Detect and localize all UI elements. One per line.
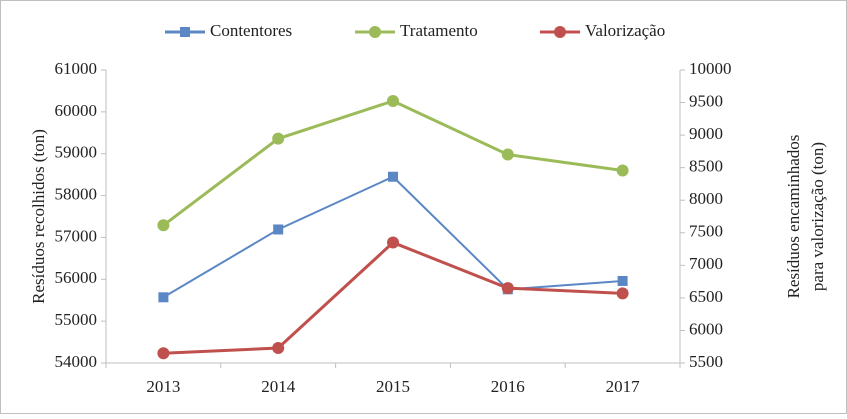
y2-tick-label: 8000 <box>689 189 723 208</box>
y-tick-label: 56000 <box>55 268 98 287</box>
data-point <box>388 171 398 182</box>
x-tick-label: 2016 <box>491 377 525 396</box>
y-tick-label: 59000 <box>55 143 98 162</box>
data-point <box>387 236 399 249</box>
data-point <box>272 342 285 355</box>
y-tick-label: 54000 <box>55 352 98 371</box>
data-point <box>501 148 514 161</box>
y2-axis-label: Resíduos encaminhados <box>784 135 803 299</box>
data-point <box>158 292 169 303</box>
data-point <box>501 282 514 295</box>
y2-tick-label: 5500 <box>689 352 723 371</box>
data-point <box>273 224 284 235</box>
data-point <box>617 275 628 286</box>
y2-tick-label: 10000 <box>689 59 732 78</box>
y2-tick-label: 8500 <box>689 157 723 176</box>
legend-label: Valorização <box>585 21 665 40</box>
data-point <box>387 94 399 107</box>
data-point <box>616 287 629 300</box>
y-tick-label: 57000 <box>55 226 98 245</box>
x-tick-label: 2013 <box>146 377 180 396</box>
data-point <box>157 219 170 232</box>
y2-axis-label: para valorização (ton) <box>808 142 827 291</box>
y2-tick-label: 6000 <box>689 319 723 338</box>
legend-marker <box>369 26 381 38</box>
y-axis-label: Resíduos recolhidos (ton) <box>29 129 48 304</box>
y2-tick-label: 9000 <box>689 124 723 143</box>
y-tick-label: 55000 <box>55 310 98 329</box>
legend-marker <box>180 27 190 37</box>
data-point <box>616 164 629 177</box>
y2-tick-label: 6500 <box>689 287 723 306</box>
y-tick-label: 61000 <box>55 59 98 78</box>
y2-tick-label: 7000 <box>689 254 723 273</box>
y-tick-label: 60000 <box>55 101 98 120</box>
x-tick-label: 2015 <box>376 377 410 396</box>
y2-tick-label: 7500 <box>689 222 723 241</box>
legend-marker <box>554 26 566 38</box>
legend-label: Tratamento <box>400 21 478 40</box>
y2-tick-label: 9500 <box>689 91 723 110</box>
x-tick-label: 2014 <box>261 377 296 396</box>
data-point <box>272 132 285 145</box>
legend-label: Contentores <box>210 21 292 40</box>
data-point <box>157 347 170 360</box>
y-tick-label: 58000 <box>55 184 98 203</box>
x-tick-label: 2017 <box>606 377 641 396</box>
